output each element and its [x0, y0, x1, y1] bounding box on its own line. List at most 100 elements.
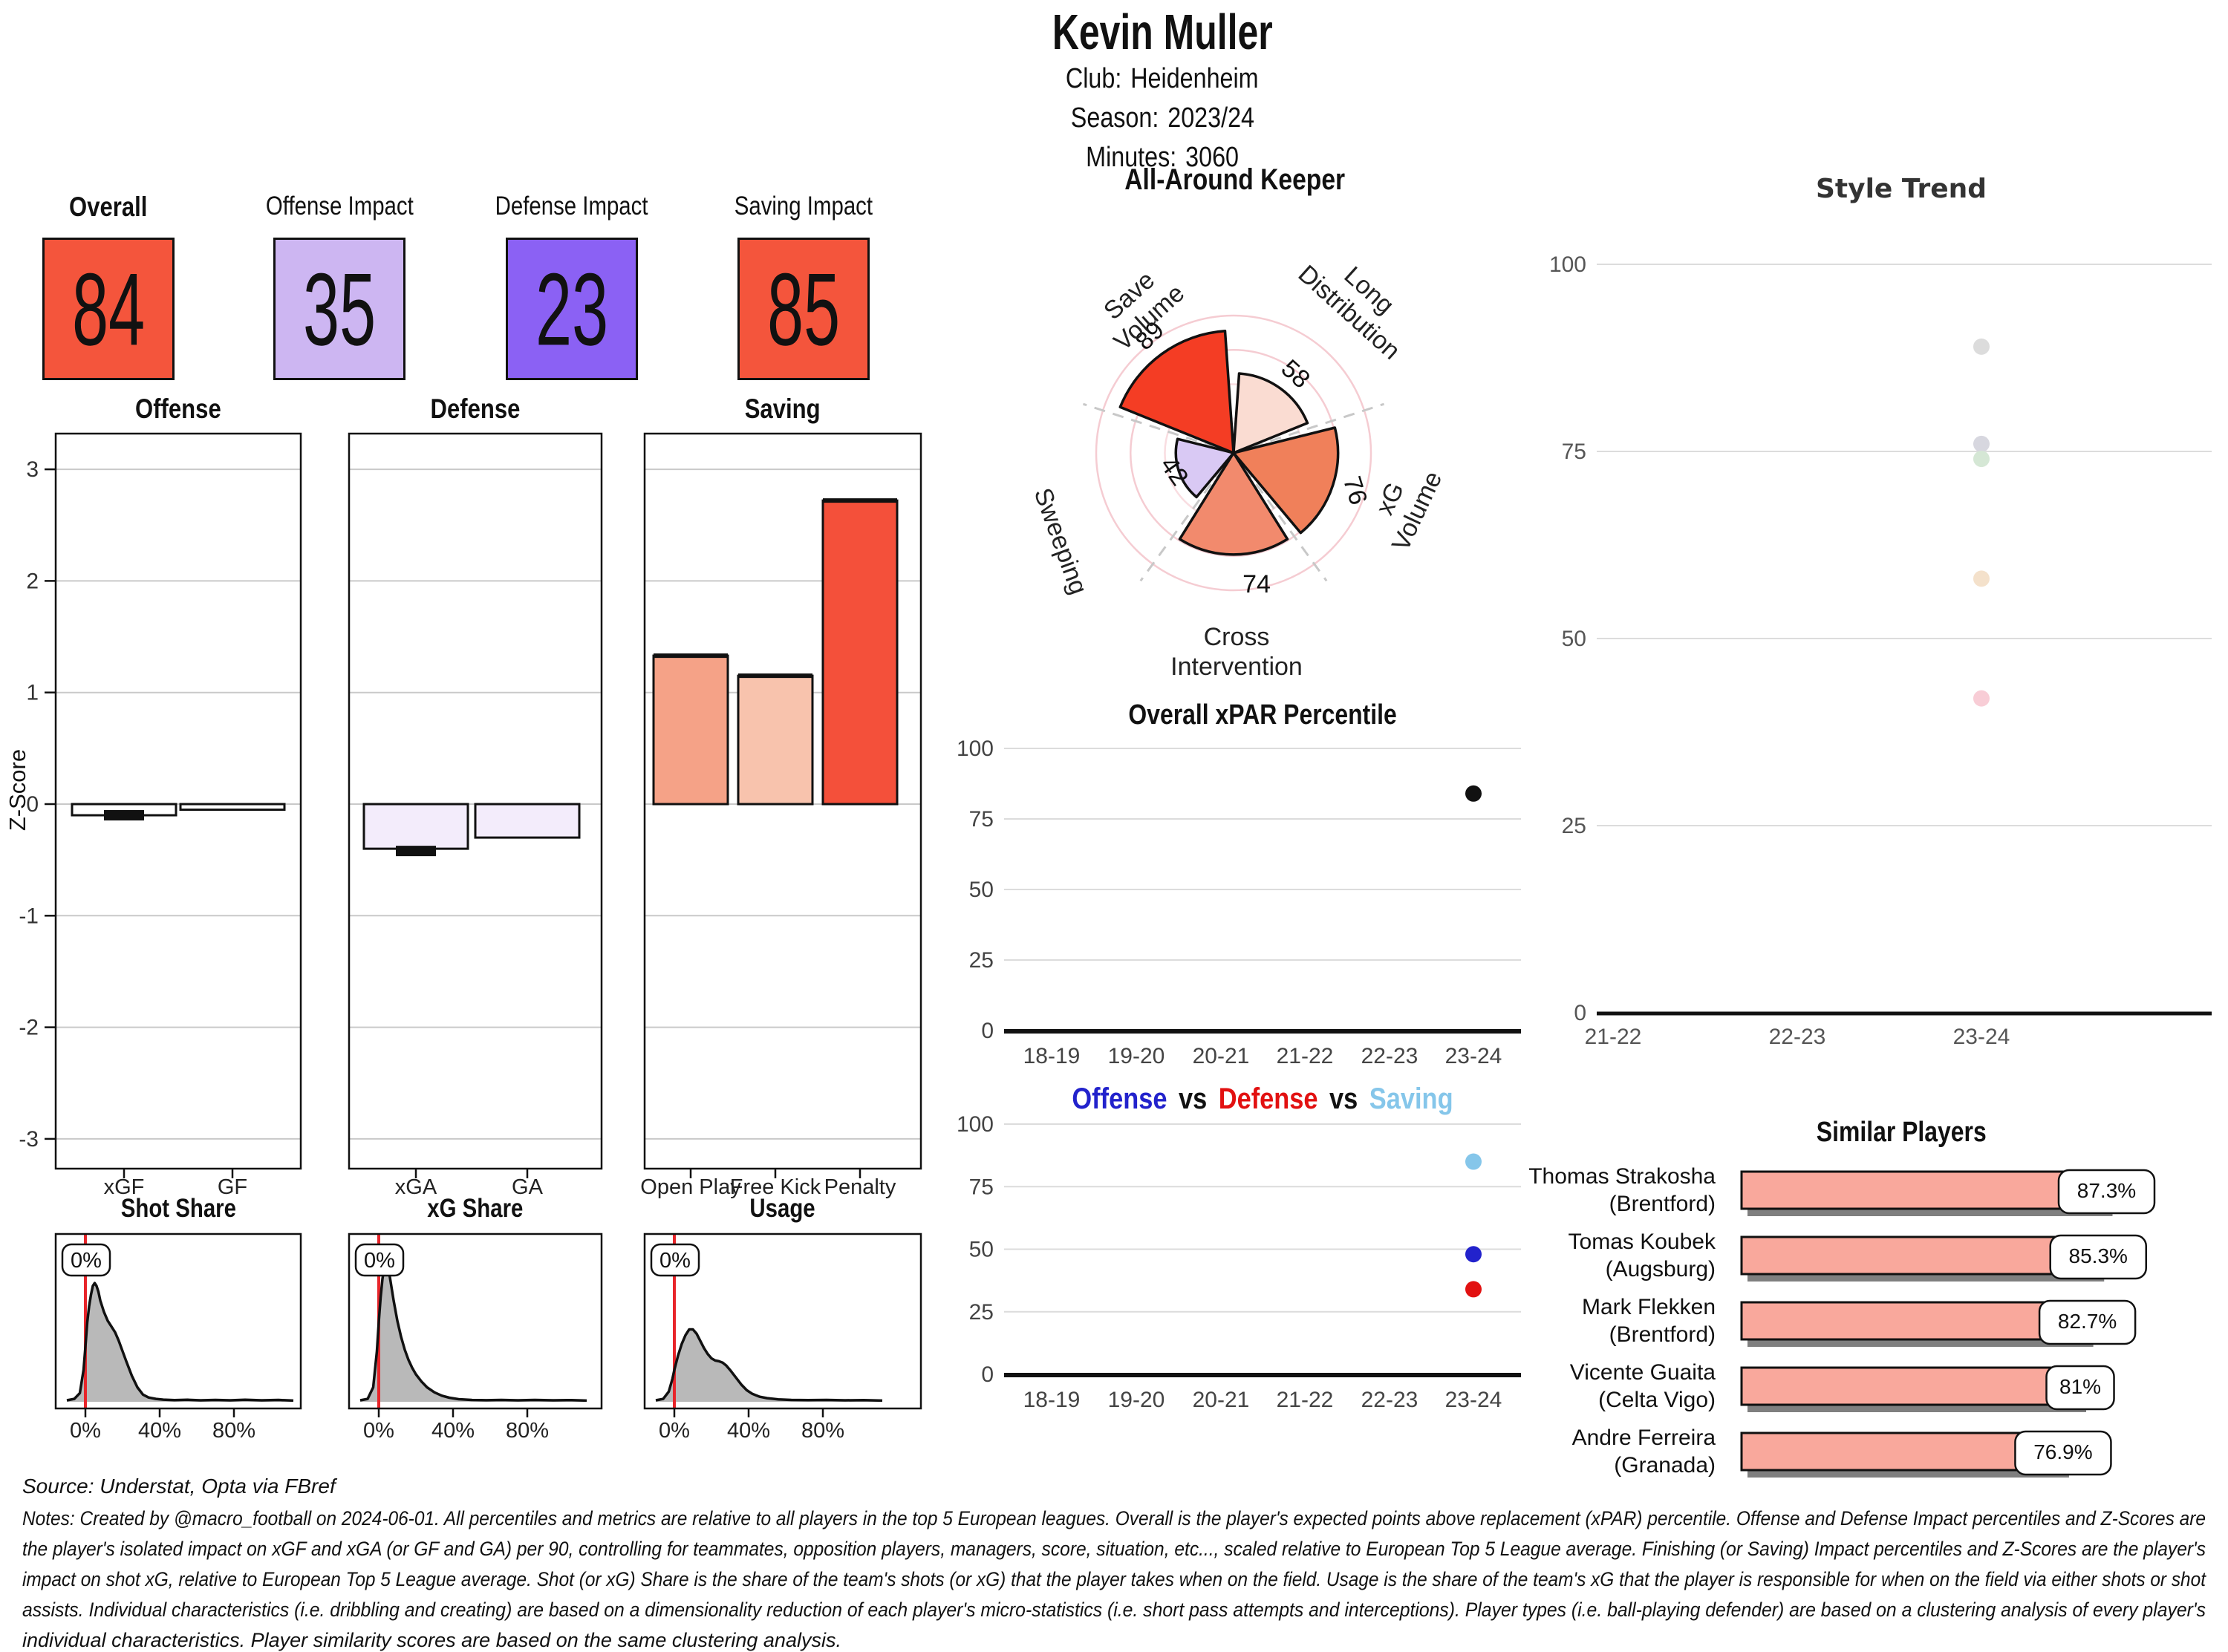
bar-open-play	[652, 654, 729, 806]
offense-impact-label: Offense Impact	[265, 192, 414, 221]
x-tick-label: 40%	[138, 1419, 181, 1443]
y-tick-label: 75	[1562, 440, 1586, 464]
similarity-bar	[1740, 1301, 2089, 1341]
panel-border	[54, 1233, 302, 1410]
data-point	[1465, 1246, 1482, 1263]
offense-panel-title: Offense	[135, 394, 221, 424]
zero-marker-label: 0%	[364, 1249, 395, 1273]
notes-line-5: individual characteristics. Player simil…	[22, 1629, 841, 1651]
x-tick-label: 21-22	[1585, 1025, 1642, 1049]
x-tick-label: GF	[218, 1175, 247, 1199]
y-tick-label: 0	[981, 1019, 994, 1043]
zero-marker-badge	[61, 1243, 111, 1277]
similar-players-title: Similar Players	[1816, 1117, 1987, 1148]
x-tick-label: 19-20	[1108, 1044, 1165, 1068]
zero-marker-label: 0%	[659, 1249, 691, 1273]
radar-wedge-long-distribution	[1232, 372, 1309, 454]
density-curve	[359, 1263, 587, 1403]
x-tick-label: 18-19	[1023, 1044, 1081, 1068]
x-tick-label: 21-22	[1277, 1388, 1334, 1412]
shot-share-title: Shot Share	[120, 1194, 236, 1223]
page-title: Kevin Muller	[1052, 4, 1273, 60]
similarity-badge	[2049, 1234, 2147, 1280]
y-tick-label: 3	[26, 457, 39, 482]
y-tick-label: 25	[969, 1300, 994, 1325]
data-point	[1465, 1281, 1482, 1298]
x-tick-label: 23-24	[1445, 1044, 1502, 1068]
ovds-title-part-defense: Defense	[1218, 1083, 1318, 1115]
similarity-bar	[1740, 1235, 2100, 1276]
density-fill	[360, 1264, 587, 1402]
y-tick-label: 0	[26, 792, 39, 817]
y-tick-label: -3	[19, 1127, 39, 1152]
defense-impact-value: 23	[535, 251, 609, 367]
similar-player-name: Andre Ferreira (Granada)	[1571, 1426, 1716, 1478]
similarity-value: 85.3%	[2069, 1244, 2128, 1267]
radar-wedge-sweeping	[1174, 437, 1235, 499]
notes-line-4: assists. Individual characteristics (i.e…	[22, 1599, 2206, 1621]
x-tick-label: 0%	[659, 1419, 690, 1443]
ovds-title-part-offense: Offense	[1072, 1083, 1167, 1115]
x-tick-label: 20-21	[1193, 1388, 1250, 1412]
ovds-title: Offense vs Defense vs Saving	[1039, 1083, 1486, 1116]
bar-gf	[179, 803, 286, 812]
radar-wedge-xg-volume	[1232, 426, 1340, 535]
similarity-value: 81%	[2059, 1375, 2101, 1398]
notes-line-2: the player's isolated impact on xGF and …	[22, 1538, 2206, 1560]
data-point	[1973, 570, 1990, 587]
similarity-bar	[1740, 1366, 2082, 1406]
x-tick-label: 22-23	[1361, 1388, 1418, 1412]
header-club-line: Club: Heidenheim	[791, 59, 1534, 99]
minutes-value: 3060	[1185, 142, 1239, 173]
x-tick-label: GA	[512, 1175, 544, 1199]
similarity-value: 87.3%	[2077, 1179, 2136, 1202]
y-tick-label: 2	[26, 569, 39, 593]
y-tick-label: -2	[19, 1016, 39, 1040]
x-tick-label: 40%	[727, 1419, 770, 1443]
data-point	[1465, 785, 1482, 802]
density-curve	[655, 1328, 883, 1403]
saving-impact-value: 85	[766, 251, 841, 367]
similarity-value: 76.9%	[2033, 1440, 2092, 1463]
overall-score-label: Overall	[69, 192, 148, 222]
y-tick-label: 75	[969, 1175, 994, 1199]
y-tick-label: 50	[1562, 627, 1586, 651]
x-tick-label: 80%	[212, 1419, 255, 1443]
x-tick-label: 0%	[363, 1419, 394, 1443]
zero-marker-badge	[650, 1243, 700, 1277]
similar-player-name: Vicente Guaita (Celta Vigo)	[1569, 1360, 1716, 1412]
polar-spoke	[1082, 402, 1234, 454]
radar-value-label: 76	[1338, 473, 1372, 508]
x-tick-label: 20-21	[1193, 1044, 1250, 1068]
density-fill	[67, 1283, 293, 1402]
data-point	[1973, 338, 1990, 355]
x-tick-label: 22-23	[1769, 1025, 1826, 1049]
polar-ring	[1095, 314, 1372, 592]
panel-border	[643, 1233, 922, 1410]
radar-value-label: 74	[1242, 570, 1271, 598]
polar-spoke	[1232, 452, 1328, 582]
saving-panel-title: Saving	[745, 394, 821, 424]
x-tick-label: 40%	[431, 1419, 475, 1443]
polar-spoke	[1233, 402, 1385, 454]
similar-player-name: Tomas Koubek (Augsburg)	[1568, 1230, 1716, 1282]
density-curve	[66, 1282, 294, 1403]
offense-impact-value: 35	[302, 251, 377, 367]
source-note: Source: Understat, Opta via FBref	[22, 1475, 336, 1498]
y-tick-label: 100	[1549, 252, 1586, 277]
data-point	[1465, 1153, 1482, 1170]
x-tick-label: Free Kick	[730, 1175, 821, 1199]
y-tick-label: 50	[969, 1238, 994, 1262]
ovds-title-part-vs: vs	[1329, 1083, 1358, 1115]
radar-wedge-cross-intervention	[1178, 451, 1289, 556]
notes-line-1: Notes: Created by @macro_football on 202…	[22, 1507, 2206, 1529]
header-minutes-line: Minutes: 3060	[791, 138, 1534, 177]
data-point	[1973, 690, 1990, 707]
xpar-title: Overall xPAR Percentile	[1128, 699, 1397, 731]
season-label: Season:	[1070, 102, 1159, 134]
ovds-title-part-vs: vs	[1178, 1083, 1208, 1115]
header-season-line: Season: 2023/24	[791, 99, 1534, 138]
density-fill	[656, 1329, 882, 1402]
x-tick-label: 22-23	[1361, 1044, 1418, 1068]
data-point	[1973, 435, 1990, 452]
